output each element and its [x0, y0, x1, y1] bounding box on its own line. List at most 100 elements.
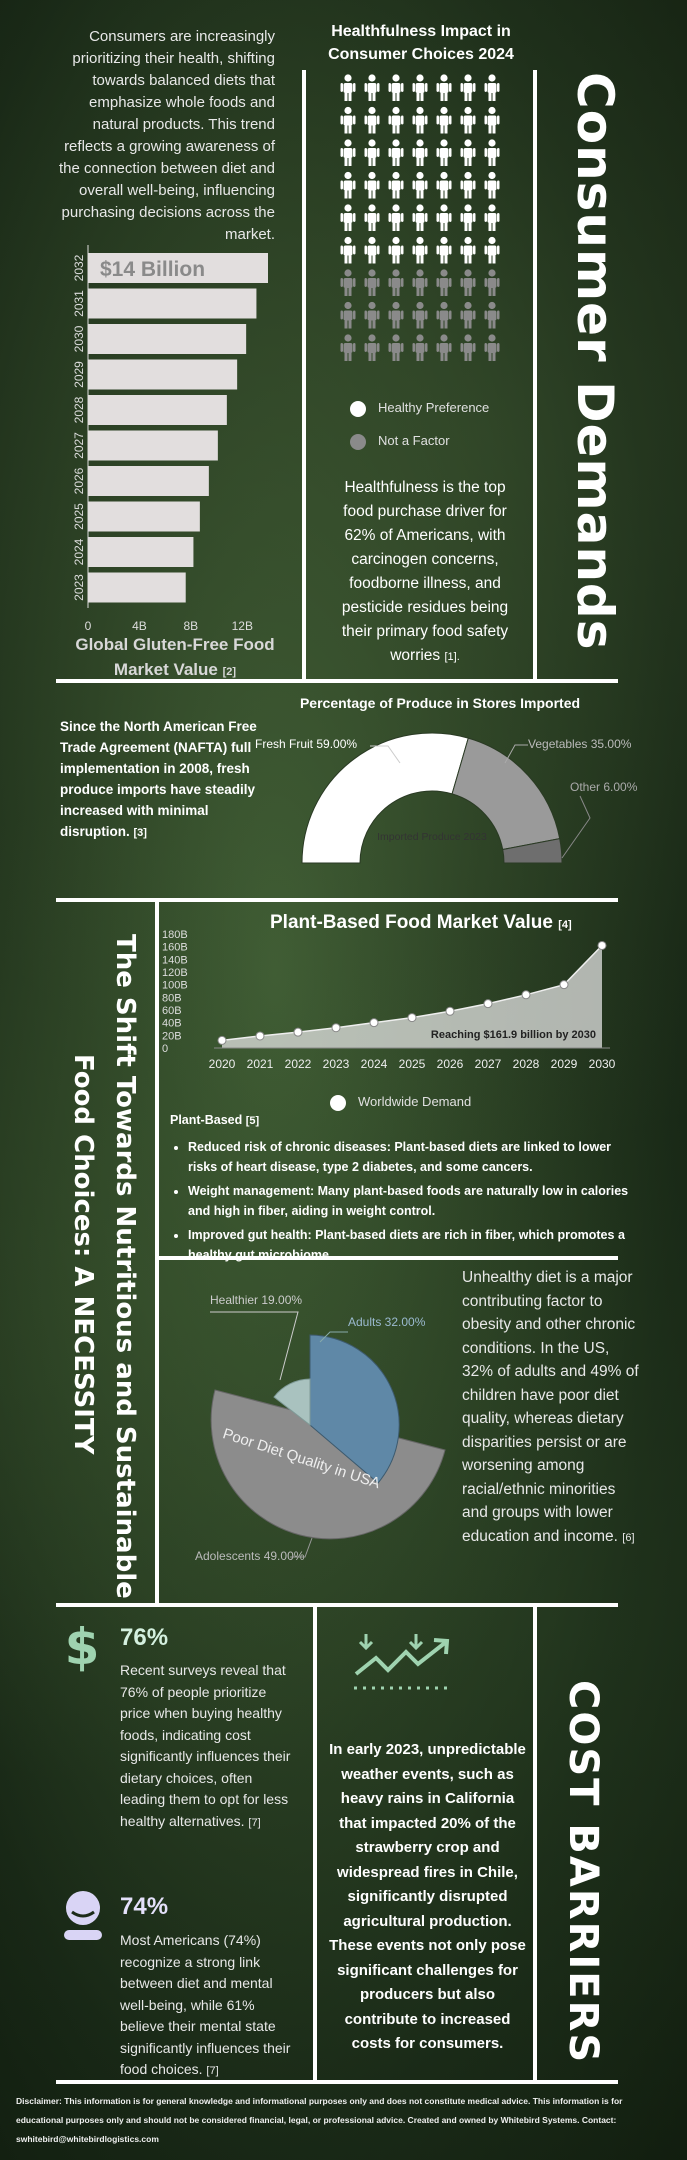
person-pictogram-icon	[340, 106, 356, 134]
svg-text:$: $	[65, 1620, 100, 1672]
gluten-year-label: 2030	[72, 325, 86, 352]
person-pictogram-icon	[460, 269, 476, 296]
plant-point	[217, 1035, 227, 1045]
person-pictogram-icon	[412, 139, 428, 166]
person-pictogram-icon	[364, 301, 380, 329]
plant-y-tick: 180B	[162, 929, 188, 941]
person-pictogram-icon	[460, 139, 476, 166]
pictogram-title-line1: Healthfulness Impact in	[331, 23, 511, 40]
gluten-bar	[88, 430, 218, 461]
person-pictogram-icon	[484, 171, 500, 199]
diet-slice-adults	[309, 1334, 400, 1484]
gluten-free-bar-chart: 2023 2024 2025 2026 2027 2028 2029 2030 2031 2032…	[72, 245, 268, 633]
person-pictogram-icon	[388, 74, 404, 101]
person-pictogram-icon	[484, 139, 500, 166]
person-pictogram-icon	[364, 269, 380, 296]
plant-x-tick: 2025	[399, 1057, 426, 1071]
divider-horizontal-5	[56, 2080, 618, 2084]
plant-y-tick: 100B	[162, 980, 188, 992]
plant-y-tick: 160B	[162, 942, 188, 954]
plant-legend-label: Worldwide Demand	[358, 1094, 472, 1109]
person-pictogram-icon	[436, 301, 452, 329]
cost-barriers-title: COST BARRIERS	[560, 1680, 606, 2065]
diet-slice-adolescents	[210, 1389, 446, 1540]
shift-title-line2: Food Choices: A NECESSITY	[68, 1054, 98, 1455]
legend-dot-healthy	[350, 400, 366, 417]
gluten-year-label: 2026	[72, 467, 86, 494]
stat1-text: Recent surveys reveal that 76% of people…	[120, 1660, 300, 1834]
gluten-year-label: 2032	[72, 254, 86, 281]
person-pictogram-icon	[484, 236, 500, 264]
plant-y-tick: 60B	[162, 1005, 182, 1017]
person-pictogram-icon	[460, 106, 476, 134]
gluten-bar	[88, 395, 227, 425]
trend-chart-icon	[354, 1634, 450, 1690]
person-pictogram-icon	[388, 204, 404, 231]
gluten-bar	[88, 359, 238, 390]
gluten-year-label: 2028	[72, 396, 86, 423]
dollar-icon: $	[65, 1620, 100, 1672]
diet-slice-healthier	[273, 1378, 311, 1427]
produce-chart-title: Percentage of Produce in Stores Imported	[299, 695, 581, 711]
person-pictogram-icon	[436, 269, 452, 296]
person-pictogram-icon	[340, 74, 356, 101]
plant-y-tick: 140B	[162, 954, 188, 966]
person-pictogram-icon	[436, 171, 452, 199]
person-pictogram-icon	[412, 236, 428, 264]
person-pictogram-icon	[412, 204, 428, 231]
person-pictogram-icon	[484, 334, 500, 361]
plant-point	[407, 1013, 417, 1023]
person-pictogram-icon	[412, 269, 428, 296]
plant-annotation: Reaching $161.9 billion by 2030	[431, 1029, 596, 1041]
stat2-text: Most Americans (74%) recognize a strong …	[120, 1930, 300, 2083]
diet-label-adults: Adults 32.00%	[348, 1315, 426, 1329]
divider-vertical	[302, 70, 306, 680]
gluten-year-label: 2029	[72, 361, 86, 388]
weather-text: In early 2023, unpredictable weather eve…	[329, 1741, 526, 2052]
produce-leader-vegetables	[504, 744, 528, 764]
shift-title-line1: The Shift Towards Nutritious and Sustain…	[110, 934, 140, 1599]
person-pictogram-icon	[388, 334, 404, 361]
divider-horizontal-2	[56, 898, 618, 902]
produce-label-other: Other 6.00%	[570, 780, 638, 794]
gluten-bar	[88, 537, 194, 567]
nafta-ref: [3]	[133, 827, 147, 839]
person-pictogram-icon	[388, 106, 404, 134]
gluten-year-label: 2024	[72, 538, 86, 565]
person-pictogram-icon	[412, 74, 428, 101]
person-pictogram-icon	[364, 171, 380, 199]
gluten-year-label: 2027	[72, 432, 86, 459]
person-pictogram-icon	[364, 334, 380, 361]
gluten-x-tick: 8B	[184, 619, 199, 633]
legend-dot-worldwide	[330, 1094, 346, 1111]
plant-point	[445, 1006, 455, 1016]
plant-based-ref: [5]	[245, 1115, 260, 1127]
produce-import-chart: Fresh Fruit 59.00% Vegetables 35.00% Other…	[255, 732, 638, 864]
intro-text: Consumers are increasingly prioritizing …	[59, 28, 275, 243]
stat2-value: 74%	[120, 1893, 169, 1920]
diet-leader-adults	[319, 1331, 348, 1343]
person-pictogram-icon	[484, 269, 500, 296]
person-pictogram-icon	[340, 269, 356, 296]
plant-x-tick: 2028	[513, 1057, 540, 1071]
legend-healthy-label: Healthy Preference	[378, 400, 490, 415]
person-pictogram-icon	[436, 106, 452, 134]
footer-disclaimer: Disclaimer: This information is for gene…	[16, 2092, 672, 2149]
gluten-bar	[88, 288, 257, 319]
plant-chart-title: Plant-Based Food Market Value [4]	[270, 912, 610, 934]
stat1-body: Recent surveys reveal that 76% of people…	[120, 1662, 291, 1829]
gluten-x-tick: 12B	[232, 619, 253, 633]
person-pictogram-icon	[340, 204, 356, 231]
gluten-chart-title-line2: Market Value	[113, 660, 218, 679]
unhealthy-diet-text: Unhealthy diet is a major contributing f…	[462, 1266, 642, 1550]
gluten-bar	[88, 324, 247, 354]
plant-chart-ref: [4]	[558, 919, 572, 931]
plant-x-tick: 2026	[437, 1057, 464, 1071]
gluten-chart-title-line1: Global Gluten-Free Food	[75, 635, 275, 654]
produce-center-label: Imported Produce 2023	[377, 831, 487, 843]
person-pictogram-icon	[484, 204, 500, 231]
produce-label-vegetables: Vegetables 35.00%	[528, 737, 632, 751]
plant-point	[559, 980, 569, 990]
person-pictogram-icon	[460, 74, 476, 101]
plant-y-tick: 80B	[162, 992, 182, 1004]
